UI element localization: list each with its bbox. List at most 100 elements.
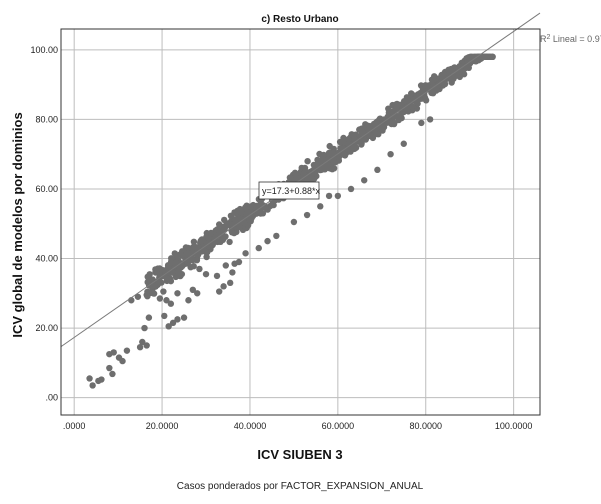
data-point-53 bbox=[374, 166, 381, 174]
data-point-26 bbox=[185, 297, 192, 304]
data-point-7 bbox=[110, 349, 117, 356]
band-point bbox=[203, 253, 210, 261]
band-point bbox=[413, 105, 421, 112]
band-point bbox=[253, 202, 260, 210]
fit-equation: y=17.3+0.88*x bbox=[262, 186, 321, 196]
data-point-43 bbox=[255, 244, 262, 252]
data-point-1 bbox=[89, 382, 96, 389]
band-point bbox=[449, 68, 457, 76]
data-point-44 bbox=[264, 237, 271, 245]
band-point bbox=[321, 166, 328, 173]
data-point-32 bbox=[196, 265, 203, 273]
fit-line bbox=[60, 12, 541, 348]
data-point-59 bbox=[134, 293, 142, 300]
data-point-47 bbox=[303, 211, 311, 219]
band-point bbox=[183, 251, 191, 258]
data-point-12 bbox=[139, 338, 146, 346]
band-point bbox=[324, 161, 332, 168]
data-point-23 bbox=[174, 316, 181, 323]
data-point-55 bbox=[400, 140, 407, 147]
band-point bbox=[291, 169, 299, 176]
band-point bbox=[190, 238, 198, 245]
band-point bbox=[173, 259, 180, 266]
band-point bbox=[197, 237, 205, 244]
data-point-13 bbox=[143, 342, 150, 349]
band-point bbox=[326, 142, 333, 150]
band-point bbox=[457, 63, 465, 70]
r2-label: R2 Lineal = 0.971 bbox=[540, 34, 601, 44]
data-point-0 bbox=[86, 375, 93, 382]
data-point-39 bbox=[222, 262, 229, 269]
band-point bbox=[352, 144, 360, 151]
data-point-50 bbox=[334, 192, 342, 200]
data-point-51 bbox=[347, 185, 355, 193]
data-point-15 bbox=[145, 314, 153, 321]
data-point-30 bbox=[178, 270, 186, 278]
data-point-60 bbox=[143, 291, 150, 299]
y-axis-label: ICV global de modelos por dominios bbox=[10, 112, 25, 337]
band-point bbox=[178, 252, 185, 259]
band-point bbox=[304, 158, 311, 165]
x-tick-label-4: 80.0000 bbox=[409, 421, 442, 431]
grid bbox=[61, 29, 540, 415]
band-point bbox=[196, 248, 203, 255]
chart-title: c) Resto Urbano bbox=[261, 14, 338, 25]
data-point-4 bbox=[106, 364, 113, 372]
band-point bbox=[398, 114, 405, 122]
band-point bbox=[168, 255, 175, 262]
data-point-21 bbox=[165, 323, 172, 330]
x-tick-label-2: 40.0000 bbox=[234, 421, 267, 431]
x-tick-label-3: 60.0000 bbox=[322, 421, 355, 431]
data-point-19 bbox=[167, 300, 175, 307]
data-point-38 bbox=[229, 269, 236, 276]
data-point-52 bbox=[361, 177, 368, 184]
band-point bbox=[227, 212, 235, 219]
band-point bbox=[168, 259, 175, 266]
fit-equation-box: y=17.3+0.88*x bbox=[258, 181, 321, 200]
band-point bbox=[238, 209, 245, 216]
band-point bbox=[185, 244, 192, 252]
band-point bbox=[221, 216, 228, 224]
band-point bbox=[177, 264, 185, 271]
data-point-54 bbox=[387, 150, 394, 158]
band-point bbox=[301, 164, 309, 172]
band-point bbox=[391, 119, 398, 127]
data-point-29 bbox=[167, 277, 175, 285]
band-point bbox=[480, 53, 487, 60]
y-tick-label-0: .00 bbox=[45, 393, 58, 403]
x-axis-label: ICV SIUBEN 3 bbox=[257, 447, 342, 462]
data-point-35 bbox=[216, 288, 223, 295]
footnote: Casos ponderados por FACTOR_EXPANSION_AN… bbox=[177, 481, 424, 492]
data-point-5 bbox=[109, 370, 116, 378]
band-point bbox=[425, 83, 432, 91]
data-point-18 bbox=[163, 297, 170, 304]
data-point-48 bbox=[317, 203, 324, 210]
data-point-11 bbox=[136, 343, 144, 351]
band-point bbox=[336, 138, 344, 146]
data-point-36 bbox=[220, 283, 227, 290]
band-point bbox=[232, 209, 239, 217]
band-point bbox=[295, 176, 302, 183]
band-point bbox=[236, 215, 243, 222]
data-point-27 bbox=[189, 286, 197, 294]
data-point-3 bbox=[98, 376, 105, 383]
band-point bbox=[286, 174, 294, 181]
band-point bbox=[152, 266, 159, 273]
band-point bbox=[325, 149, 333, 157]
data-point-24 bbox=[180, 314, 188, 321]
band-point bbox=[445, 75, 452, 82]
plot-frame bbox=[60, 28, 541, 416]
y-tick-label-3: 60.00 bbox=[35, 184, 58, 194]
data-point-34 bbox=[213, 272, 221, 280]
band-point bbox=[358, 139, 365, 147]
data-point-46 bbox=[290, 218, 298, 226]
data-point-20 bbox=[161, 312, 168, 320]
band-point bbox=[454, 68, 462, 75]
band-point bbox=[226, 238, 233, 246]
band-point bbox=[320, 151, 327, 159]
band-point bbox=[341, 152, 349, 159]
band-point bbox=[430, 76, 437, 84]
band-point bbox=[372, 125, 379, 132]
data-point-56 bbox=[418, 119, 425, 127]
